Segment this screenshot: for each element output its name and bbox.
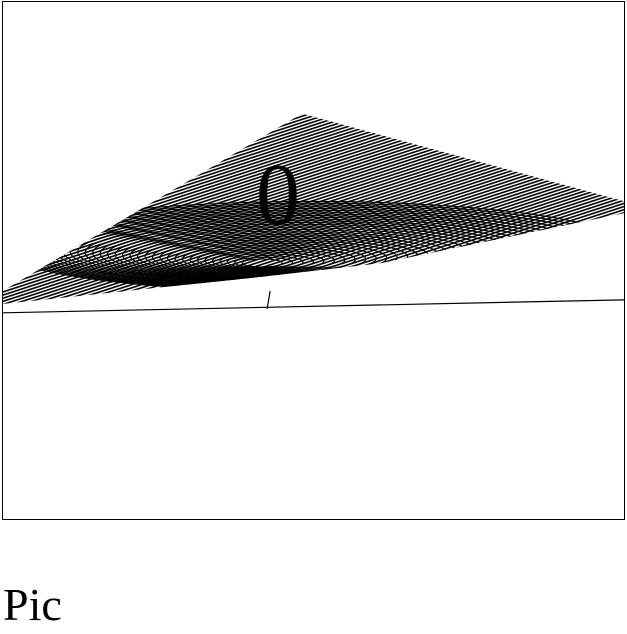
surface-render bbox=[3, 113, 624, 314]
moire-arc bbox=[181, 244, 367, 274]
ground-line bbox=[3, 299, 624, 314]
figure-caption: Pic bbox=[3, 579, 62, 630]
moire-arc bbox=[189, 246, 356, 273]
moire-arc bbox=[166, 241, 388, 275]
moire-arc bbox=[226, 254, 304, 270]
figure-frame: 0 bbox=[2, 1, 625, 520]
moire-arc bbox=[234, 256, 294, 269]
axis-tick bbox=[266, 290, 271, 309]
moire-arc bbox=[174, 242, 377, 275]
moire-arc bbox=[196, 247, 346, 273]
moire-arc bbox=[219, 253, 315, 270]
hatched-surface bbox=[3, 113, 624, 304]
moire-arc bbox=[241, 258, 283, 268]
moire-arc bbox=[204, 249, 335, 272]
figure-label: 0 bbox=[256, 147, 300, 244]
moire-arc bbox=[211, 251, 325, 271]
